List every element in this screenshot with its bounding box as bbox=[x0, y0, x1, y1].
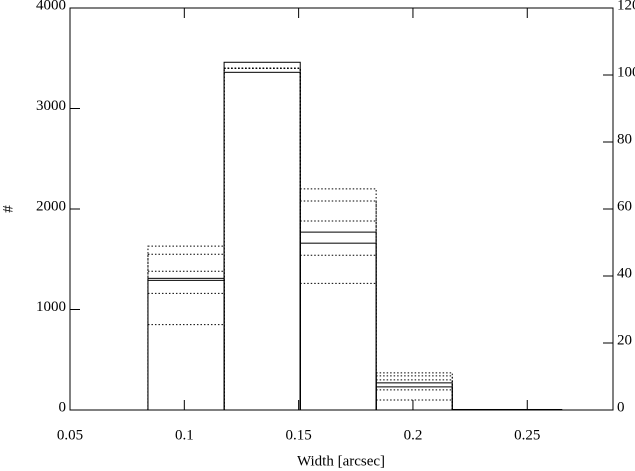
histogram-bin bbox=[299, 242, 377, 411]
y-tick-label: 3000 bbox=[36, 98, 66, 114]
y2-tick-label: 80 bbox=[617, 131, 632, 147]
y-tick-label: 1000 bbox=[36, 299, 66, 315]
histogram-bin bbox=[451, 408, 563, 411]
histogram-bin bbox=[375, 399, 453, 411]
y-tick-label: 2000 bbox=[36, 198, 66, 214]
histogram-bin bbox=[375, 375, 453, 411]
histogram-bin bbox=[299, 231, 377, 411]
histogram-bin bbox=[223, 71, 301, 411]
y-axis-label: # bbox=[0, 205, 16, 213]
y-tick-label: 4000 bbox=[36, 0, 66, 13]
y-tick-label: 0 bbox=[59, 399, 67, 415]
histogram-bin bbox=[299, 220, 377, 411]
y2-tick-label: 60 bbox=[617, 198, 632, 214]
y2-tick-label: 0 bbox=[617, 399, 625, 415]
histogram-bin bbox=[375, 379, 453, 411]
x-axis-label: Width [arcsec] bbox=[297, 453, 385, 469]
histogram-bin bbox=[147, 253, 225, 411]
histogram-bin bbox=[223, 67, 301, 411]
histogram-bin bbox=[147, 292, 225, 411]
y2-tick-label: 120 bbox=[617, 0, 635, 13]
y2-tick-label: 20 bbox=[617, 332, 632, 348]
histogram-bin bbox=[299, 188, 377, 411]
histogram-bin bbox=[299, 282, 377, 411]
y2-tick-label: 40 bbox=[617, 265, 632, 281]
histogram-bin bbox=[223, 67, 301, 411]
histogram-bin bbox=[299, 200, 377, 411]
histogram-bin bbox=[299, 254, 377, 411]
histogram-bin bbox=[375, 372, 453, 411]
histogram-bin bbox=[223, 67, 301, 411]
histogram-bin bbox=[147, 245, 225, 411]
histogram-bin bbox=[147, 279, 225, 411]
x-tick-label: 0.2 bbox=[404, 427, 423, 443]
x-tick-label: 0.25 bbox=[514, 427, 540, 443]
histogram-bin bbox=[223, 67, 301, 411]
x-tick-label: 0.15 bbox=[286, 427, 312, 443]
histogram-bin bbox=[223, 67, 301, 411]
histogram-bin bbox=[223, 61, 301, 411]
y2-tick-label: 100 bbox=[617, 64, 635, 80]
x-tick-label: 0.1 bbox=[175, 427, 194, 443]
plot-frame bbox=[69, 7, 614, 411]
x-tick-label: 0.05 bbox=[57, 427, 83, 443]
histogram-bin bbox=[147, 277, 225, 411]
histogram-bin bbox=[147, 270, 225, 411]
histogram-bin bbox=[147, 324, 225, 411]
